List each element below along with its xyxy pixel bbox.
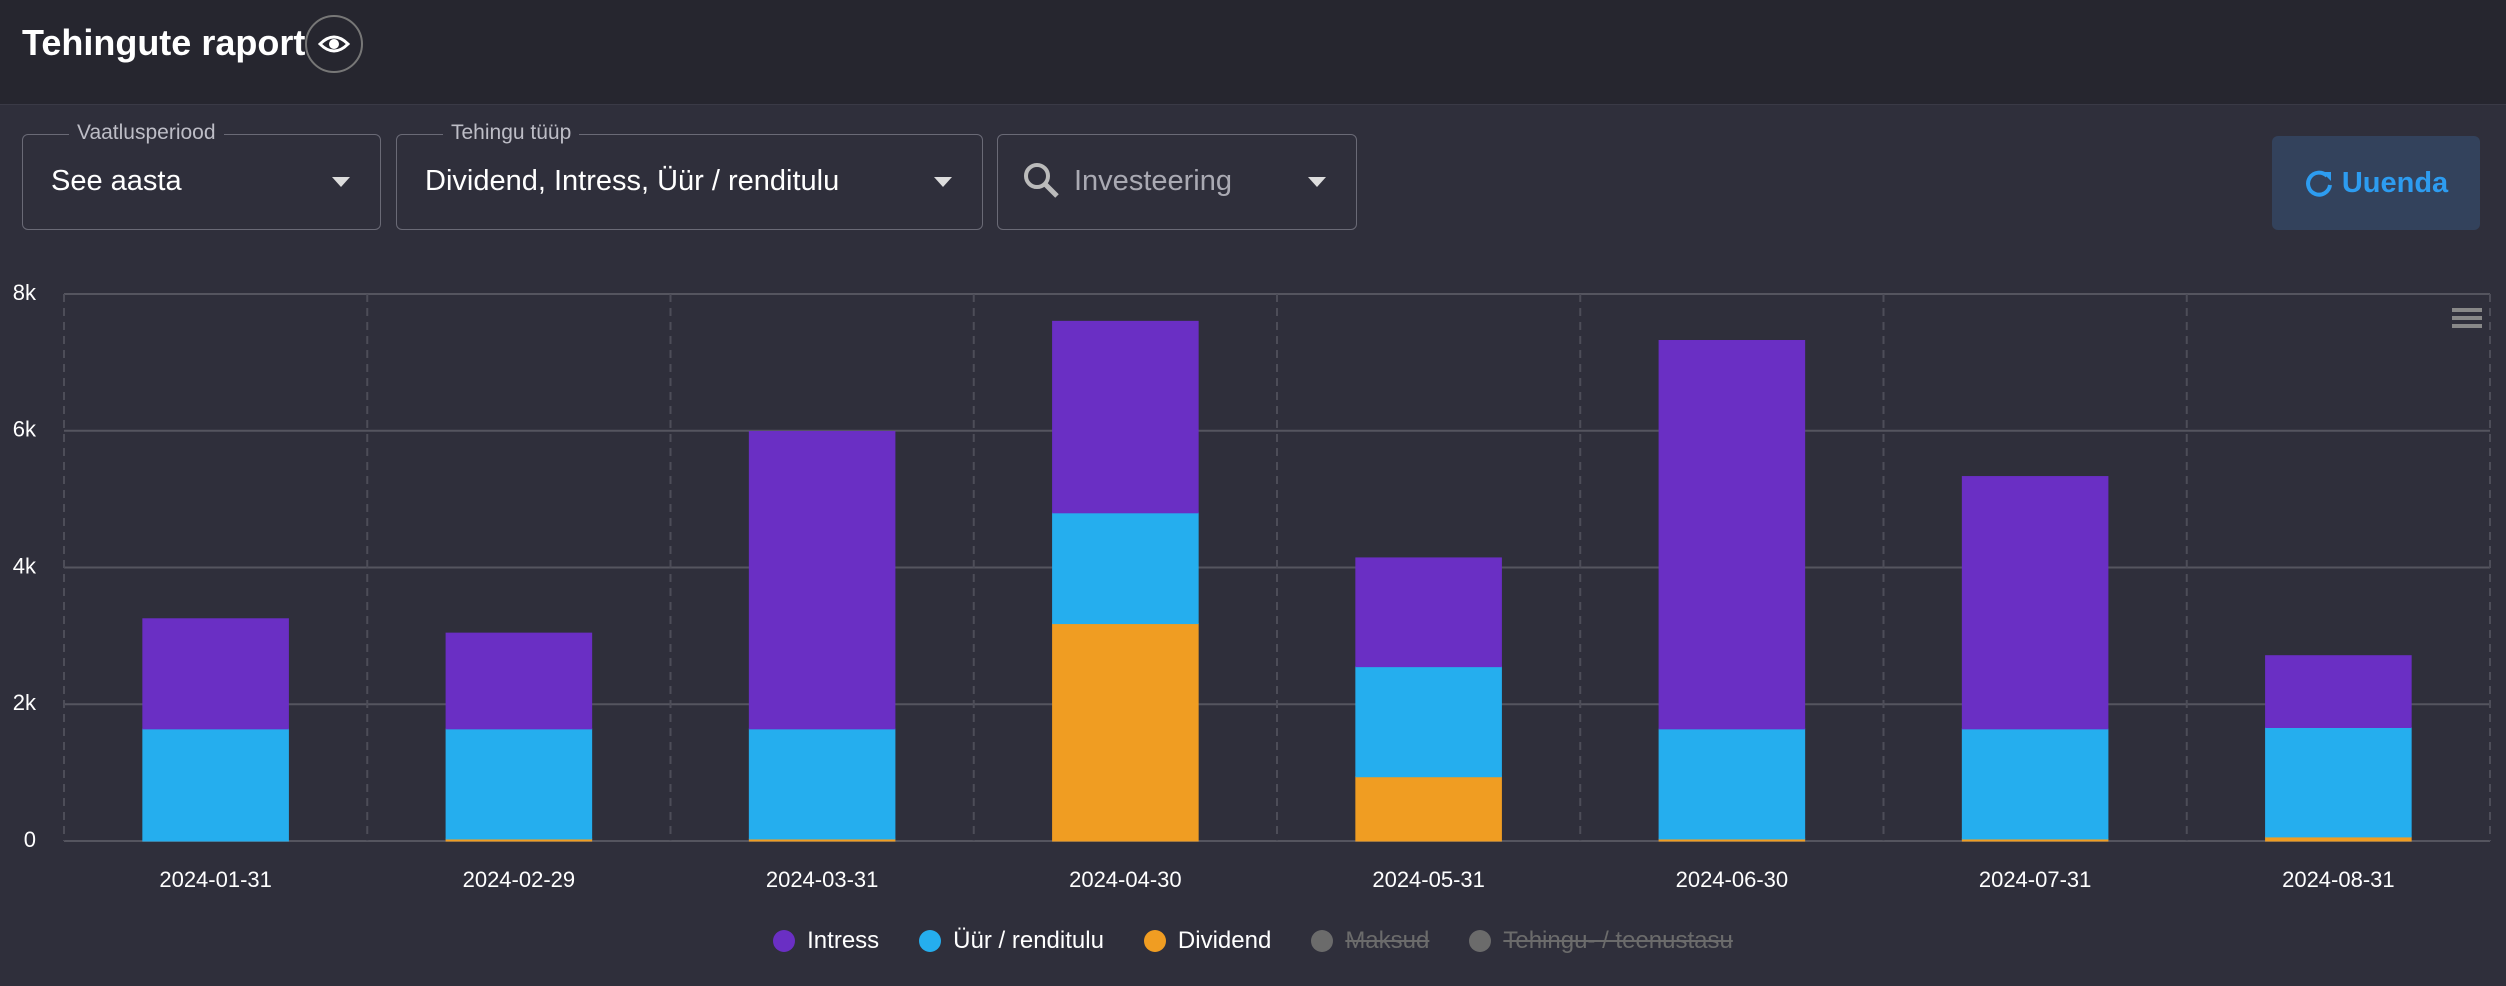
bar-segment	[1961, 728, 2109, 840]
y-tick-label: 6k	[13, 417, 37, 442]
legend-label: Intress	[807, 927, 880, 954]
legend-item[interactable]: Üür / renditulu	[919, 921, 1104, 961]
field-label: Tehingu tüüp	[443, 121, 580, 145]
chart: 0 2k 4k 6k 8k 2024-01-31 2024-02-29 2024-03-31 2…	[13, 280, 2491, 892]
bar-segment	[2265, 836, 2412, 842]
field-value: Dividend, Intress, Üür / renditulu	[425, 165, 840, 197]
bar-segment	[1355, 666, 1502, 778]
bar-segment	[1052, 512, 1199, 625]
legend-item[interactable]: Maksud	[1311, 921, 1429, 961]
bar-segment	[1658, 728, 1806, 840]
investment-search[interactable]: Investeering	[997, 134, 1357, 230]
x-tick-label: 2024-01-31	[159, 867, 272, 892]
button-label: Uuenda	[2341, 166, 2449, 199]
bar-segment	[2265, 726, 2412, 838]
dropdown-arrow	[934, 177, 952, 187]
bar-segment	[1961, 476, 2109, 730]
y-tick-label: 0	[24, 827, 36, 852]
x-tick-label: 2024-05-31	[1372, 867, 1485, 892]
dropdown-arrow	[332, 177, 350, 187]
field-value: See aasta	[51, 165, 182, 197]
bar-segment	[445, 632, 593, 730]
type-select[interactable]: Tehingu tüüp Dividend, Intress, Üür / re…	[396, 121, 983, 230]
x-tick-label: 2024-04-30	[1069, 867, 1182, 892]
x-tick-label: 2024-07-31	[1979, 867, 2092, 892]
legend-marker	[919, 930, 942, 952]
page-title: Tehingute raport	[22, 22, 306, 63]
legend-label: Tehingu- / teenustasu	[1503, 927, 1733, 954]
bar-segment	[142, 618, 289, 730]
legend-marker	[1143, 930, 1166, 952]
y-tick-label: 4k	[13, 553, 37, 578]
bar-segment	[748, 728, 896, 840]
bar-segment	[2265, 655, 2412, 728]
field-placeholder: Investeering	[1074, 165, 1232, 197]
legend-marker	[1469, 930, 1492, 952]
legend: Intress Üür / renditulu Dividend Maksud Tehi…	[0, 921, 2506, 961]
bar-segment	[1355, 776, 1502, 842]
bar-segment	[445, 728, 593, 840]
header: Tehingute raport	[0, 0, 2506, 105]
dropdown-arrow	[1308, 177, 1326, 187]
x-tick-label: 2024-03-31	[766, 867, 879, 892]
bar-segment	[1052, 320, 1199, 514]
legend-item[interactable]: Dividend	[1143, 921, 1272, 961]
refresh-button[interactable]: Uuenda	[2272, 136, 2480, 230]
legend-label: Üür / renditulu	[953, 927, 1104, 954]
bar-segment	[748, 430, 896, 730]
refresh-icon	[2305, 170, 2332, 197]
x-tick-label: 2024-08-31	[2282, 867, 2395, 892]
period-select[interactable]: Vaatlusperiood See aasta	[22, 121, 381, 230]
bar-segment	[1658, 339, 1806, 730]
bar-segment	[1355, 557, 1502, 668]
visibility-toggle[interactable]	[304, 14, 364, 74]
y-tick-label: 8k	[13, 280, 37, 305]
bar-segment	[142, 728, 289, 842]
legend-item[interactable]: Tehingu- / teenustasu	[1469, 921, 1733, 961]
field-label: Vaatlusperiood	[69, 121, 224, 145]
x-tick-label: 2024-06-30	[1676, 867, 1789, 892]
x-tick-label: 2024-02-29	[463, 867, 576, 892]
chart-menu[interactable]	[2452, 308, 2482, 328]
y-tick-label: 2k	[13, 690, 37, 715]
legend-marker	[773, 930, 796, 952]
bar-segment	[1052, 623, 1199, 842]
search-icon	[1024, 163, 1059, 198]
legend-item[interactable]: Intress	[773, 921, 879, 961]
legend-label: Dividend	[1177, 927, 1272, 954]
legend-marker	[1311, 930, 1334, 952]
legend-label: Maksud	[1345, 927, 1430, 954]
